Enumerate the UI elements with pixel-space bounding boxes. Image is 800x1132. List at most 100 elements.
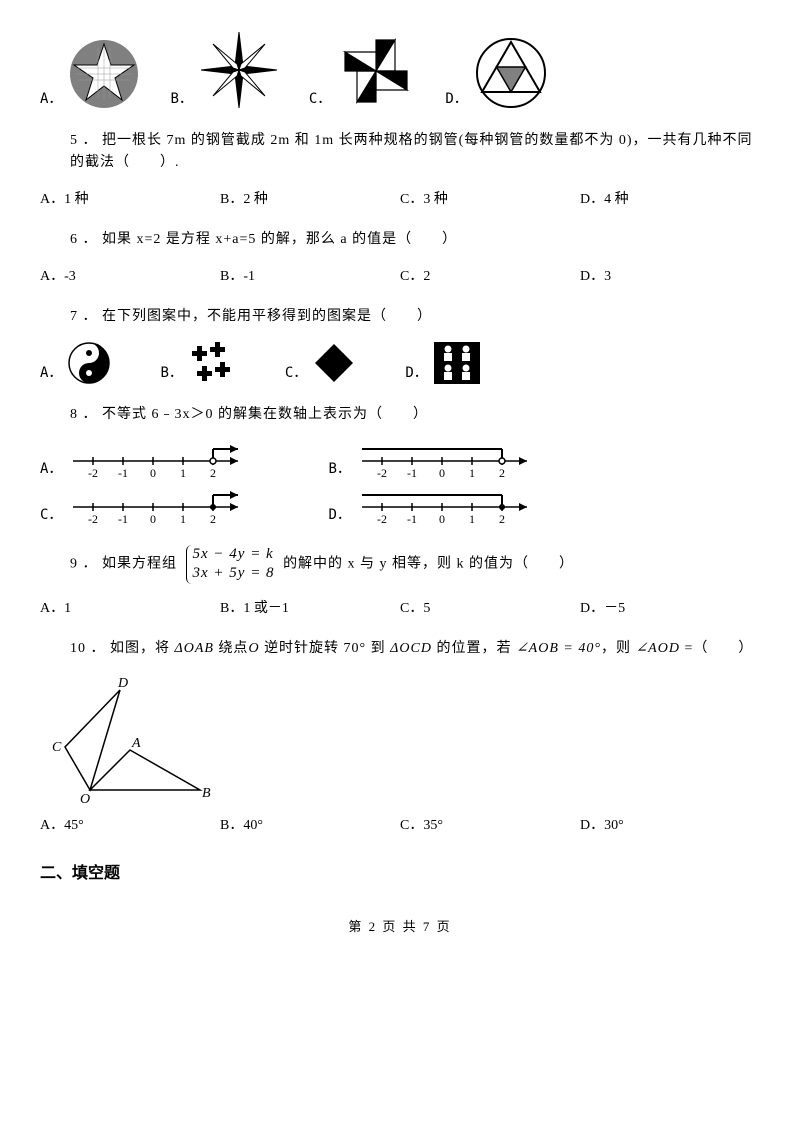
q5-b: B．2 种 <box>220 189 400 211</box>
svg-text:2: 2 <box>210 512 216 526</box>
q10-O: O <box>248 641 259 656</box>
q10-c: C．35° <box>400 815 580 837</box>
svg-text:-1: -1 <box>118 512 128 526</box>
q6-c: C．2 <box>400 266 580 288</box>
q5-a: A．1 种 <box>40 189 220 211</box>
lbl-D: D <box>117 676 128 691</box>
q6-choices: A．-3 B．-1 C．2 D．3 <box>40 266 760 288</box>
q4-option-d: D． <box>445 36 547 110</box>
svg-text:1: 1 <box>469 512 475 526</box>
page-footer: 第 2 页 共 7 页 <box>40 917 760 938</box>
q4-option-a: A． <box>40 38 140 110</box>
q7-options-row: A． B． C． D． <box>40 342 760 384</box>
q4-options-row: A． B． C． <box>40 30 760 110</box>
q9-a: A．1 <box>40 598 220 620</box>
triangle-rotation-icon: D C A O B <box>50 675 220 805</box>
q10-m2: 逆时针旋转 70° 到 <box>260 641 391 656</box>
svg-text:-2: -2 <box>88 512 98 526</box>
svg-text:0: 0 <box>439 512 445 526</box>
numberline-b-icon: -2 -1 0 1 2 <box>357 441 537 481</box>
svg-text:2: 2 <box>499 466 505 480</box>
q7-option-d: D． <box>405 342 479 384</box>
q10-t2: ΔOCD <box>390 641 432 656</box>
label-c: C． <box>309 88 331 110</box>
diamonds-icon <box>313 342 355 384</box>
q8-row1: A． -2-1012 B． -2-1012 <box>40 441 760 481</box>
label-d: D． <box>445 88 467 110</box>
q10-m1: 绕点 <box>214 641 249 656</box>
q8-row2: C． -2 -1 0 1 2 D． -2 -1 0 1 2 <box>40 487 760 527</box>
q10-m4: ，则 <box>601 641 636 656</box>
pinwheel-icon <box>337 32 415 110</box>
svg-text:2: 2 <box>210 466 216 480</box>
svg-text:-1: -1 <box>407 512 417 526</box>
svg-text:0: 0 <box>150 466 156 480</box>
triangle-circle-icon <box>474 36 548 110</box>
q8-label-c: C． <box>40 504 62 526</box>
label-a: A． <box>40 88 62 110</box>
q7-label-d: D． <box>405 362 427 384</box>
q9-post: 的解中的 x 与 y 相等，则 k 的值为（ ） <box>283 556 574 571</box>
lbl-B: B <box>202 786 211 801</box>
svg-text:-1: -1 <box>118 466 128 480</box>
q10-m3: 的位置，若 <box>432 641 516 656</box>
q10-t1: ΔOAB <box>175 641 214 656</box>
svg-text:-2: -2 <box>377 466 387 480</box>
q5-d: D．4 种 <box>580 189 760 211</box>
q9-text: 9 ． 如果方程组 5x − 4y = k 3x + 5y = 8 的解中的 x… <box>70 545 760 584</box>
lbl-O: O <box>80 792 90 805</box>
q7-text: 7 ． 在下列图案中，不能用平移得到的图案是（ ） <box>70 306 760 328</box>
q10-pre: 10 ． 如图，将 <box>70 641 175 656</box>
svg-text:-2: -2 <box>377 512 387 526</box>
q9-pre: 9 ． 如果方程组 <box>70 556 177 571</box>
q10-post: =（ ） <box>680 641 753 656</box>
svg-text:-2: -2 <box>88 466 98 480</box>
svg-text:1: 1 <box>180 512 186 526</box>
numberline-a-icon: -2 -1 0 1 2 <box>68 441 248 481</box>
label-b: B． <box>170 88 192 110</box>
q10-d: D．30° <box>580 815 760 837</box>
lbl-A: A <box>131 736 141 751</box>
q8-text: 8 ． 不等式 6﹣3x＞0 的解集在数轴上表示为（ ） <box>70 404 760 426</box>
q9-choices: A．1 B．1 或－1 C．5 D．－5 <box>40 598 760 620</box>
svg-text:1: 1 <box>469 466 475 480</box>
section-2-heading: 二、填空题 <box>40 861 760 887</box>
star-circle-icon <box>68 38 140 110</box>
q5-text: 5 ． 把一根长 7m 的钢管截成 2m 和 1m 长两种规格的钢管(每种钢管的… <box>70 130 760 175</box>
yinyang-icon <box>68 342 110 384</box>
q10-text: 10 ． 如图，将 ΔOAB 绕点O 逆时针旋转 70° 到 ΔOCD 的位置，… <box>70 638 760 660</box>
svg-text:0: 0 <box>439 466 445 480</box>
q8-option-d: D． -2-1012 <box>328 487 536 527</box>
q9-b: B．1 或－1 <box>220 598 400 620</box>
q10-ang2: ∠AOD <box>635 641 680 656</box>
q9-equations: 5x − 4y = k 3x + 5y = 8 <box>186 545 275 584</box>
q10-figure: D C A O B <box>50 675 760 805</box>
q6-a: A．-3 <box>40 266 220 288</box>
q8-option-b: B． -2-1012 <box>328 441 536 481</box>
q10-choices: A．45° B．40° C．35° D．30° <box>40 815 760 837</box>
q7-label-c: C． <box>285 362 307 384</box>
crosses-pattern-icon <box>189 342 235 384</box>
q8-label-d: D． <box>328 504 350 526</box>
q9-c: C．5 <box>400 598 580 620</box>
q9-eq2: 3x + 5y = 8 <box>193 564 275 584</box>
q9-eq1: 5x − 4y = k <box>193 545 275 565</box>
q4-option-c: C． <box>309 32 415 110</box>
q5-choices: A．1 种 B．2 种 C．3 种 D．4 种 <box>40 189 760 211</box>
q8-option-c: C． -2 -1 0 1 2 <box>40 487 248 527</box>
people-grid-icon <box>434 342 480 384</box>
numberline-d-icon: -2-1012 <box>357 487 537 527</box>
q7-option-c: C． <box>285 342 355 384</box>
q8-label-a: A． <box>40 458 62 480</box>
q6-text: 6 ． 如果 x=2 是方程 x+a=5 的解，那么 a 的值是（ ） <box>70 229 760 251</box>
compass-star-icon <box>199 30 279 110</box>
q10-b: B．40° <box>220 815 400 837</box>
numberline-c-icon: -2 -1 0 1 2 <box>68 487 248 527</box>
q8-option-a: A． -2 -1 0 1 2 <box>40 441 248 481</box>
q6-d: D．3 <box>580 266 760 288</box>
svg-text:1: 1 <box>180 466 186 480</box>
svg-text:-1: -1 <box>407 466 417 480</box>
svg-text:0: 0 <box>150 512 156 526</box>
q7-label-b: B． <box>160 362 182 384</box>
q10-a: A．45° <box>40 815 220 837</box>
